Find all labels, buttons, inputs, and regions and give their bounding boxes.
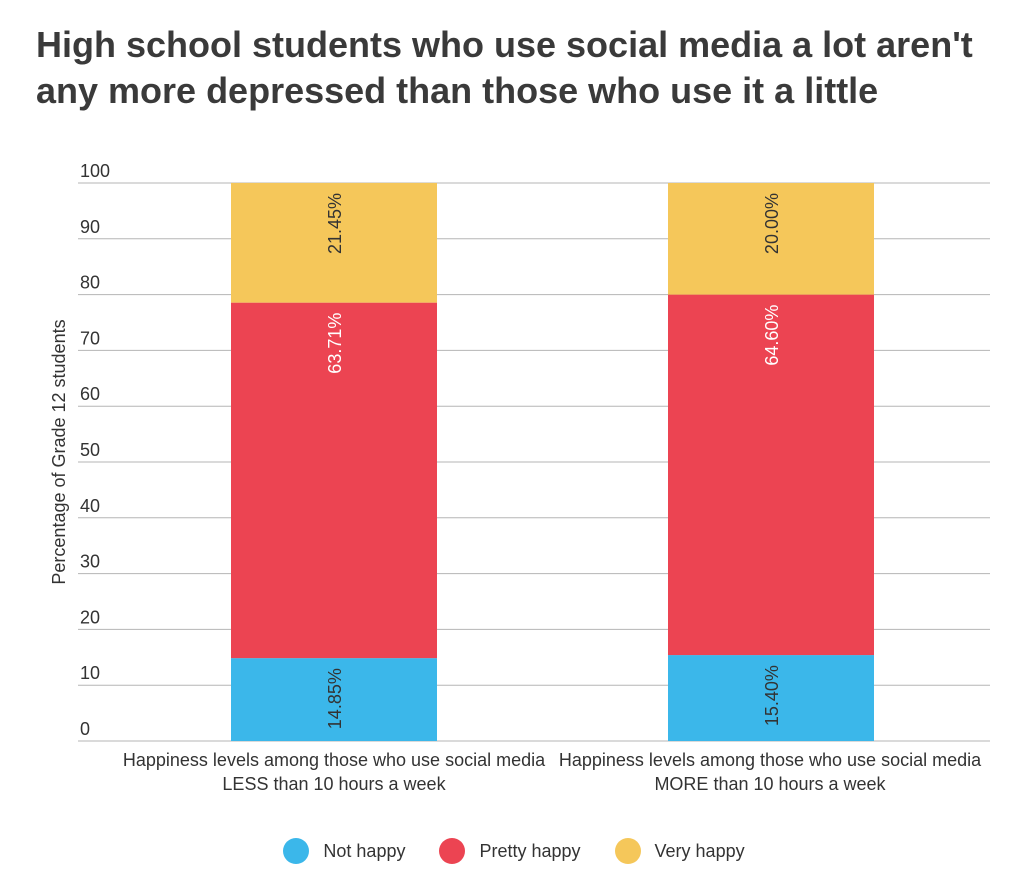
y-tick-label: 90 <box>80 217 100 237</box>
bar-segment-pretty-happy-1 <box>668 294 874 656</box>
y-tick-label: 40 <box>80 496 100 516</box>
data-label-not-happy-1: 15.40% <box>762 665 782 726</box>
legend-item-pretty-happy: Pretty happy <box>439 838 581 864</box>
bar-segment-very-happy-1 <box>668 183 874 295</box>
y-tick-label: 10 <box>80 663 100 683</box>
legend-label-pretty-happy: Pretty happy <box>479 840 581 861</box>
y-tick-label: 70 <box>80 328 100 348</box>
y-axis-ticks: 0 10 20 30 40 50 60 70 80 90 100 <box>80 161 110 739</box>
y-tick-label: 100 <box>80 161 110 181</box>
bar-segment-not-happy-1 <box>668 655 874 741</box>
y-tick-label: 60 <box>80 384 100 404</box>
y-tick-label: 20 <box>80 607 100 627</box>
legend-item-very-happy: Very happy <box>614 838 745 864</box>
legend-item-not-happy: Not happy <box>283 838 405 864</box>
legend-label-very-happy: Very happy <box>654 840 745 861</box>
legend-swatch-pretty-happy <box>439 838 466 864</box>
legend-swatch-not-happy <box>283 838 310 864</box>
y-tick-label: 50 <box>80 440 100 460</box>
bar-segment-very-happy-0 <box>231 182 437 303</box>
y-axis-label: Percentage of Grade 12 students <box>49 319 69 584</box>
bar-segment-not-happy-0 <box>231 658 437 741</box>
chart-title: High school students who use social medi… <box>36 24 973 111</box>
y-tick-label: 80 <box>80 273 100 293</box>
legend: Not happy Pretty happy Very happy <box>0 838 1028 864</box>
x-category-label-1: Happiness levels among those who use soc… <box>558 750 982 794</box>
legend-label-not-happy: Not happy <box>323 840 406 861</box>
y-tick-label: 30 <box>80 552 100 572</box>
data-label-very-happy-1: 20.00% <box>762 193 782 254</box>
y-tick-label: 0 <box>80 719 90 739</box>
data-label-very-happy-0: 21.45% <box>325 193 345 254</box>
data-label-pretty-happy-1: 64.60% <box>762 305 782 366</box>
legend-swatch-very-happy <box>614 838 641 864</box>
data-label-pretty-happy-0: 63.71% <box>325 313 345 374</box>
data-label-not-happy-0: 14.85% <box>325 668 345 729</box>
data-labels: 14.85% 63.71% 21.45% 15.40% 64.60% 20.00% <box>325 193 782 729</box>
bar-segment-pretty-happy-0 <box>231 302 437 659</box>
bar-stacks <box>231 182 874 741</box>
x-category-label-0: Happiness levels among those who use soc… <box>122 750 546 794</box>
